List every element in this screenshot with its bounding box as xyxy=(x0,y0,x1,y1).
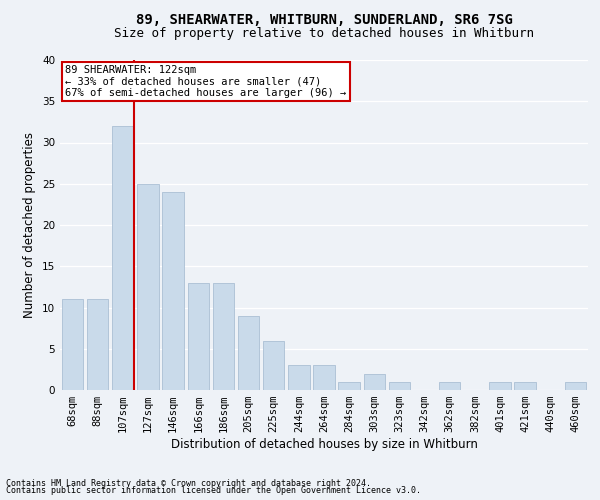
Bar xyxy=(137,184,158,390)
Bar xyxy=(62,299,83,390)
Bar xyxy=(514,382,536,390)
Bar xyxy=(112,126,134,390)
Bar xyxy=(439,382,460,390)
X-axis label: Distribution of detached houses by size in Whitburn: Distribution of detached houses by size … xyxy=(170,438,478,451)
Bar xyxy=(364,374,385,390)
Text: 89 SHEARWATER: 122sqm
← 33% of detached houses are smaller (47)
67% of semi-deta: 89 SHEARWATER: 122sqm ← 33% of detached … xyxy=(65,65,347,98)
Bar xyxy=(389,382,410,390)
Bar xyxy=(188,283,209,390)
Bar xyxy=(338,382,360,390)
Bar xyxy=(313,365,335,390)
Text: Contains HM Land Registry data © Crown copyright and database right 2024.: Contains HM Land Registry data © Crown c… xyxy=(6,478,371,488)
Y-axis label: Number of detached properties: Number of detached properties xyxy=(23,132,37,318)
Bar xyxy=(163,192,184,390)
Bar xyxy=(565,382,586,390)
Bar xyxy=(263,340,284,390)
Text: Contains public sector information licensed under the Open Government Licence v3: Contains public sector information licen… xyxy=(6,486,421,495)
Bar xyxy=(213,283,234,390)
Bar xyxy=(238,316,259,390)
Bar xyxy=(87,299,109,390)
Bar xyxy=(490,382,511,390)
Text: 89, SHEARWATER, WHITBURN, SUNDERLAND, SR6 7SG: 89, SHEARWATER, WHITBURN, SUNDERLAND, SR… xyxy=(136,12,512,26)
Bar xyxy=(288,365,310,390)
Text: Size of property relative to detached houses in Whitburn: Size of property relative to detached ho… xyxy=(114,28,534,40)
